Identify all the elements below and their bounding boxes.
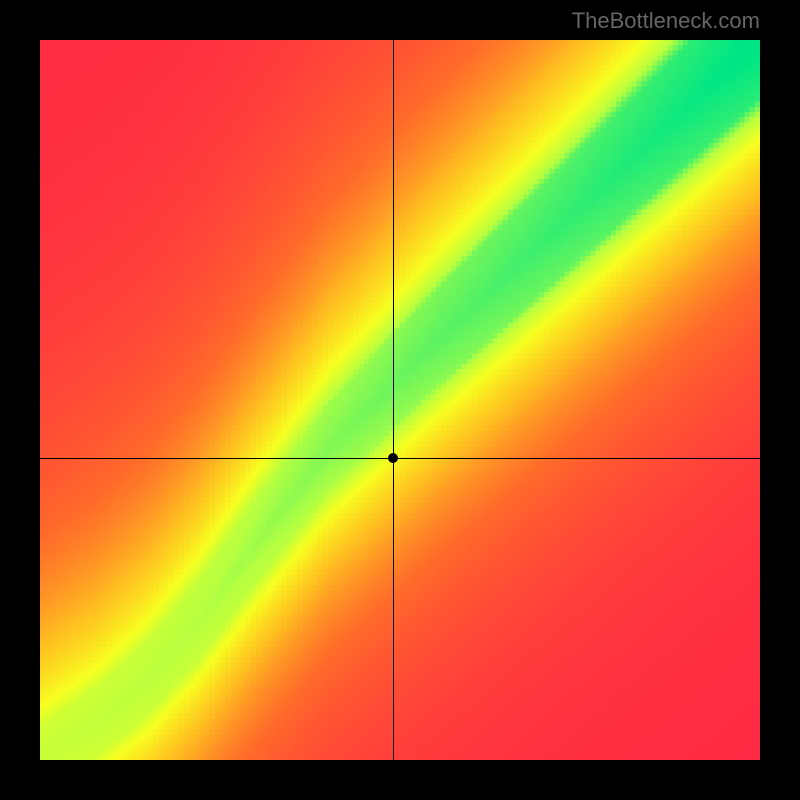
heatmap-canvas <box>40 40 760 760</box>
crosshair-vertical <box>393 40 394 760</box>
chart-container: TheBottleneck.com <box>0 0 800 800</box>
watermark-text: TheBottleneck.com <box>572 8 760 34</box>
marker-dot <box>388 453 398 463</box>
crosshair-horizontal <box>40 458 760 459</box>
plot-area <box>40 40 760 760</box>
